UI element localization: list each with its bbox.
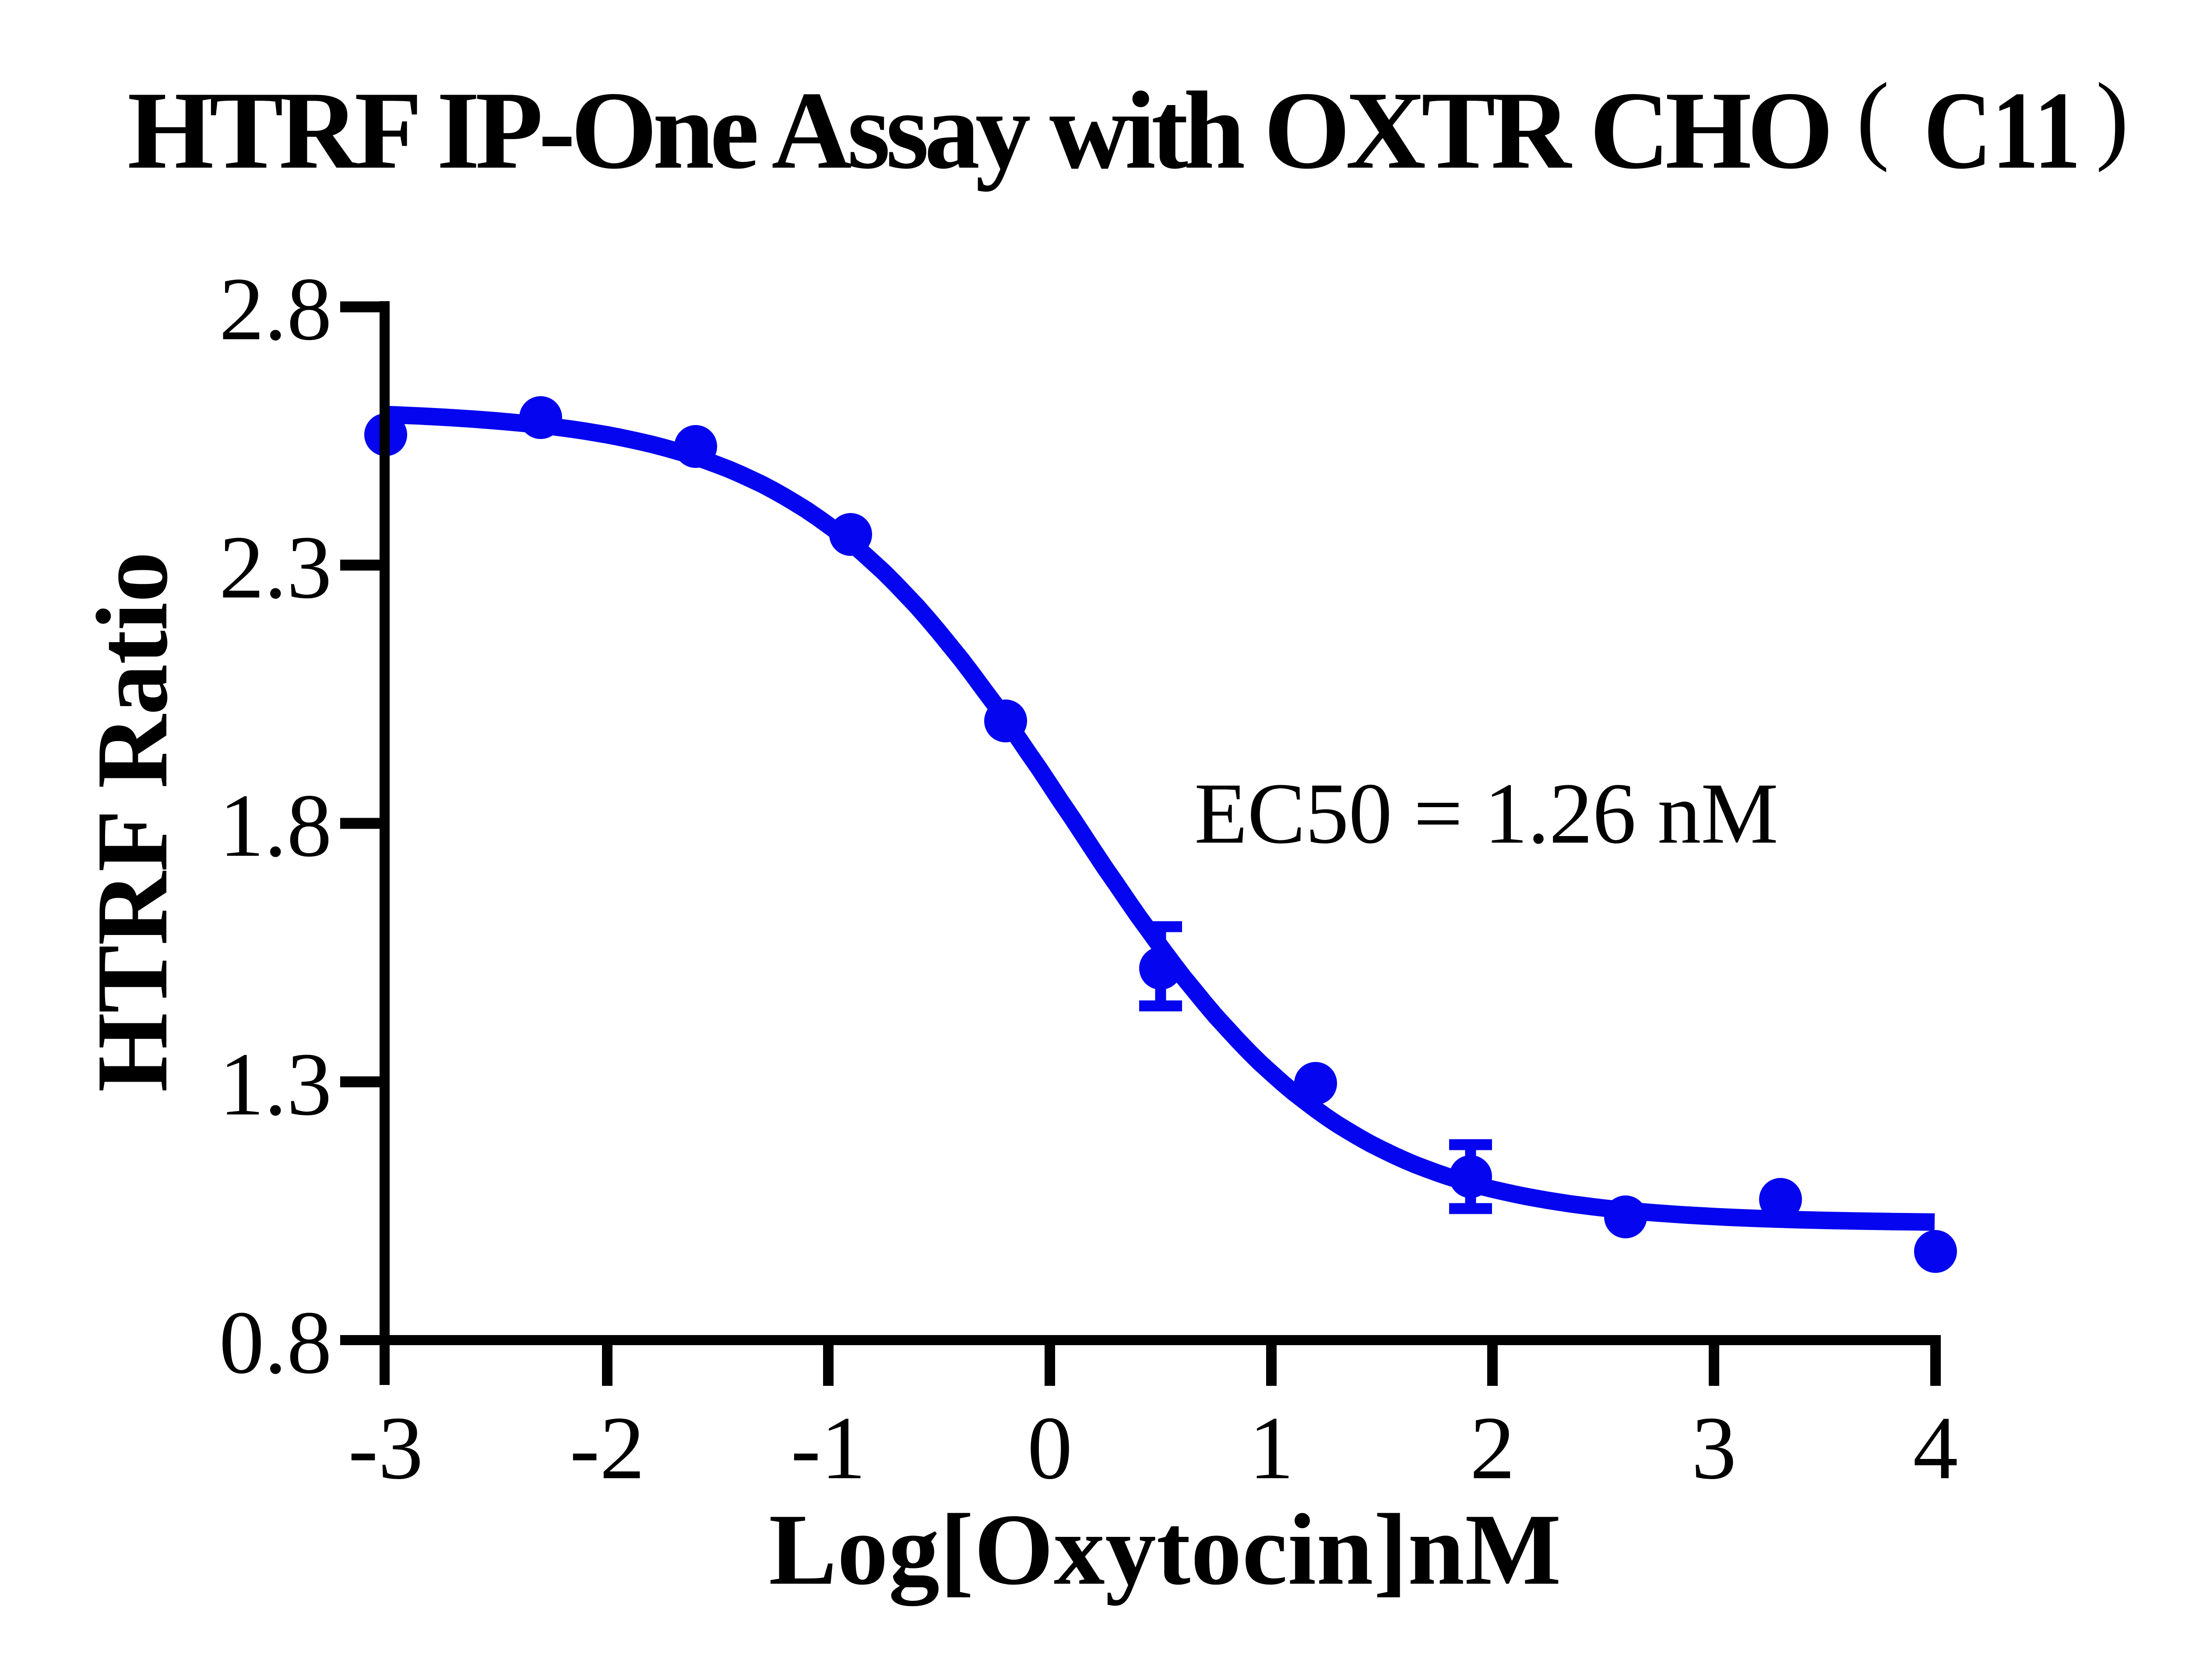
svg-text:1.3: 1.3 <box>219 1034 332 1134</box>
svg-text:): ) <box>2096 63 2129 173</box>
svg-text:C11: C11 <box>1924 69 2081 192</box>
svg-text:HTRF Ratio: HTRF Ratio <box>76 552 189 1092</box>
svg-text:-2: -2 <box>570 1398 645 1498</box>
svg-text:0.8: 0.8 <box>219 1292 332 1392</box>
svg-text:-1: -1 <box>791 1398 866 1498</box>
svg-text:3: 3 <box>1692 1398 1737 1498</box>
svg-text:(: ( <box>1856 63 1890 173</box>
svg-text:2: 2 <box>1470 1398 1515 1498</box>
svg-text:Log[Oxytocin]nM: Log[Oxytocin]nM <box>769 1493 1561 1606</box>
svg-text:2.3: 2.3 <box>219 517 332 617</box>
svg-text:1: 1 <box>1249 1398 1294 1498</box>
svg-text:0: 0 <box>1028 1398 1073 1498</box>
svg-text:1.8: 1.8 <box>219 775 332 875</box>
svg-text:4: 4 <box>1913 1398 1958 1498</box>
svg-text:EC50 = 1.26 nM: EC50 = 1.26 nM <box>1194 766 1778 862</box>
svg-text:HTRF IP-One Assay with OXTR CH: HTRF IP-One Assay with OXTR CHO <box>127 69 1834 192</box>
svg-text:-3: -3 <box>348 1398 423 1498</box>
svg-text:2.8: 2.8 <box>219 259 332 359</box>
